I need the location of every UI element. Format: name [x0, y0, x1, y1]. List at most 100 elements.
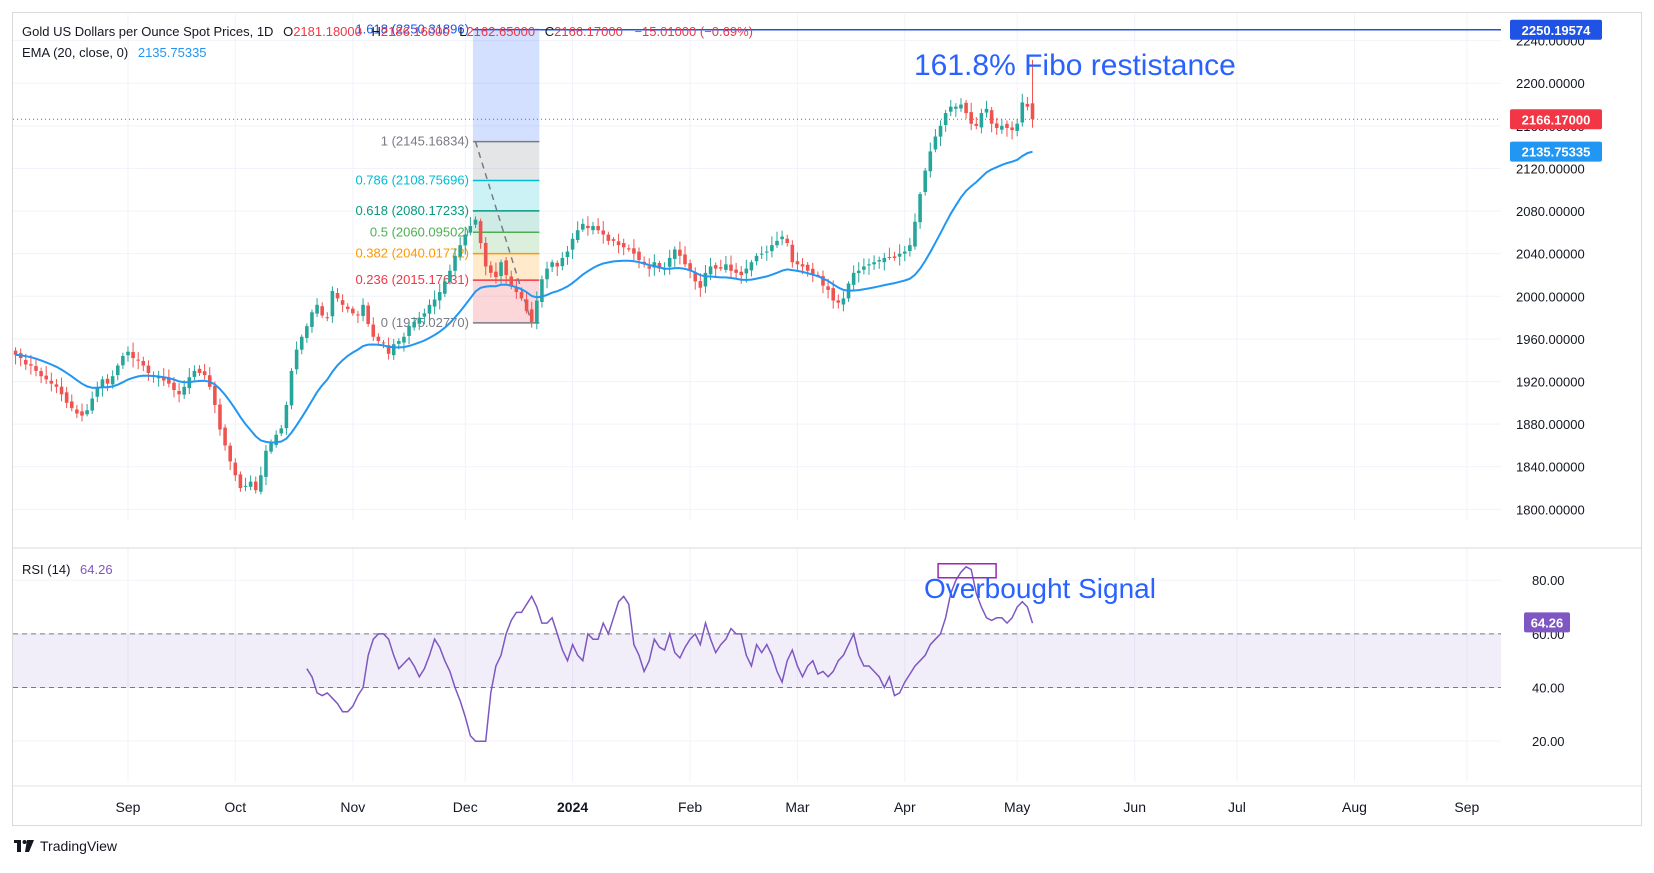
candle-body [729, 264, 733, 271]
candle-body [627, 248, 631, 250]
candle-body [386, 345, 391, 354]
rsi-value: 64.26 [80, 562, 113, 577]
candle-body [795, 261, 800, 265]
candle-body [734, 269, 738, 273]
candle-body [279, 428, 284, 434]
time-tick-label: Jul [1228, 799, 1246, 815]
candle-body [356, 314, 360, 316]
candle-body [299, 336, 304, 350]
candle-body [197, 368, 202, 373]
candle-body [943, 113, 948, 125]
rsi-tick-label: 80.00 [1532, 573, 1565, 588]
candle-body [443, 281, 447, 294]
fib-level-label: 0.382 (2040.01772) [355, 246, 468, 261]
fib-zone [472, 180, 540, 211]
candle-body [422, 313, 427, 317]
candle-body [75, 409, 79, 414]
candle-body [310, 312, 314, 327]
candle-body [744, 268, 749, 274]
time-tick-label: Apr [894, 799, 916, 815]
candle-body [80, 411, 84, 416]
candle-body [790, 244, 795, 263]
candle-body [59, 386, 64, 395]
candle-body [131, 352, 135, 359]
price-tick-label: 2080.00000 [1516, 204, 1585, 219]
candle-body [417, 317, 422, 324]
candle-body [764, 251, 769, 253]
fib-level-label: 0.786 (2108.75696) [355, 172, 468, 187]
candle-body [918, 194, 922, 223]
price-tick-label: 1920.00000 [1516, 375, 1585, 390]
price-tick-label: 2200.00000 [1516, 76, 1585, 91]
candle-body [1010, 127, 1014, 131]
candle-body [213, 385, 217, 405]
candle-body [933, 136, 938, 150]
candle-body [146, 365, 151, 373]
candle-body [688, 263, 692, 271]
candle-body [161, 377, 166, 381]
high-value: 2186.16000 [380, 24, 450, 39]
candle-body [49, 380, 54, 384]
candle-body [862, 266, 866, 270]
candle-body [1025, 103, 1030, 107]
fibonacci-retracement[interactable]: 1.618 (2250.31896) 1 (2145.16834) 0.786 (2… [355, 22, 1501, 330]
time-tick-label: Oct [224, 799, 246, 815]
candle-body [427, 304, 432, 314]
candle-body [264, 450, 268, 477]
candle-body [1005, 123, 1009, 128]
candle-body [330, 290, 335, 317]
candle-body [831, 288, 835, 301]
candle-body [877, 260, 881, 262]
candle-body [453, 255, 457, 271]
price-tag-box [1510, 19, 1602, 40]
candle-body [463, 234, 468, 246]
candle-body [259, 475, 263, 492]
candle-body [156, 377, 161, 379]
candle-body [478, 221, 483, 244]
candle-body [473, 219, 478, 225]
fib-level-label: 0.5 (2060.09502) [370, 224, 469, 239]
candle-body [289, 370, 294, 406]
price-tick-label: 1880.00000 [1516, 417, 1585, 432]
price-tag-text: 2135.75335 [1522, 145, 1591, 160]
candle-body [529, 309, 534, 322]
candle-body [412, 321, 416, 328]
candle-body [601, 230, 606, 235]
candle-body [182, 386, 186, 395]
candle-body [979, 113, 984, 128]
overbought-signal-annotation: Overbought Signal [924, 573, 1156, 604]
candle-body [959, 104, 963, 109]
candle-body [85, 410, 89, 415]
candle-body [269, 443, 273, 452]
candle-body [305, 326, 309, 338]
time-tick-label: Nov [340, 799, 365, 815]
tradingview-logo[interactable]: TradingView [14, 838, 117, 854]
candle-body [621, 243, 626, 248]
candle-body [739, 271, 744, 275]
candle-body [407, 326, 411, 336]
candle-body [897, 253, 902, 257]
candle-body [335, 293, 340, 299]
candle-body [647, 266, 652, 269]
candle-body [581, 223, 585, 230]
candle-body [586, 225, 590, 229]
candle-body [713, 265, 718, 269]
candle-body [167, 378, 171, 384]
ema-legend: EMA (20, close, 0) 2135.75335 [22, 45, 207, 60]
time-tick-label: Sep [116, 799, 141, 815]
price-tick-label: 1960.00000 [1516, 332, 1585, 347]
candle-body [376, 336, 381, 342]
candle-body [509, 276, 514, 286]
candle-body [948, 106, 953, 112]
rsi-legend: RSI (14) 64.26 [22, 562, 113, 577]
close-value: 2166.17000 [554, 24, 623, 39]
rsi-gridlines [13, 548, 1501, 782]
candle-body [810, 268, 815, 275]
candle-body [397, 341, 401, 344]
candle-body [591, 225, 595, 231]
candle-body [984, 108, 989, 113]
price-tag-text: 2166.17000 [1522, 112, 1591, 127]
price-tick-label: 2000.00000 [1516, 289, 1585, 304]
